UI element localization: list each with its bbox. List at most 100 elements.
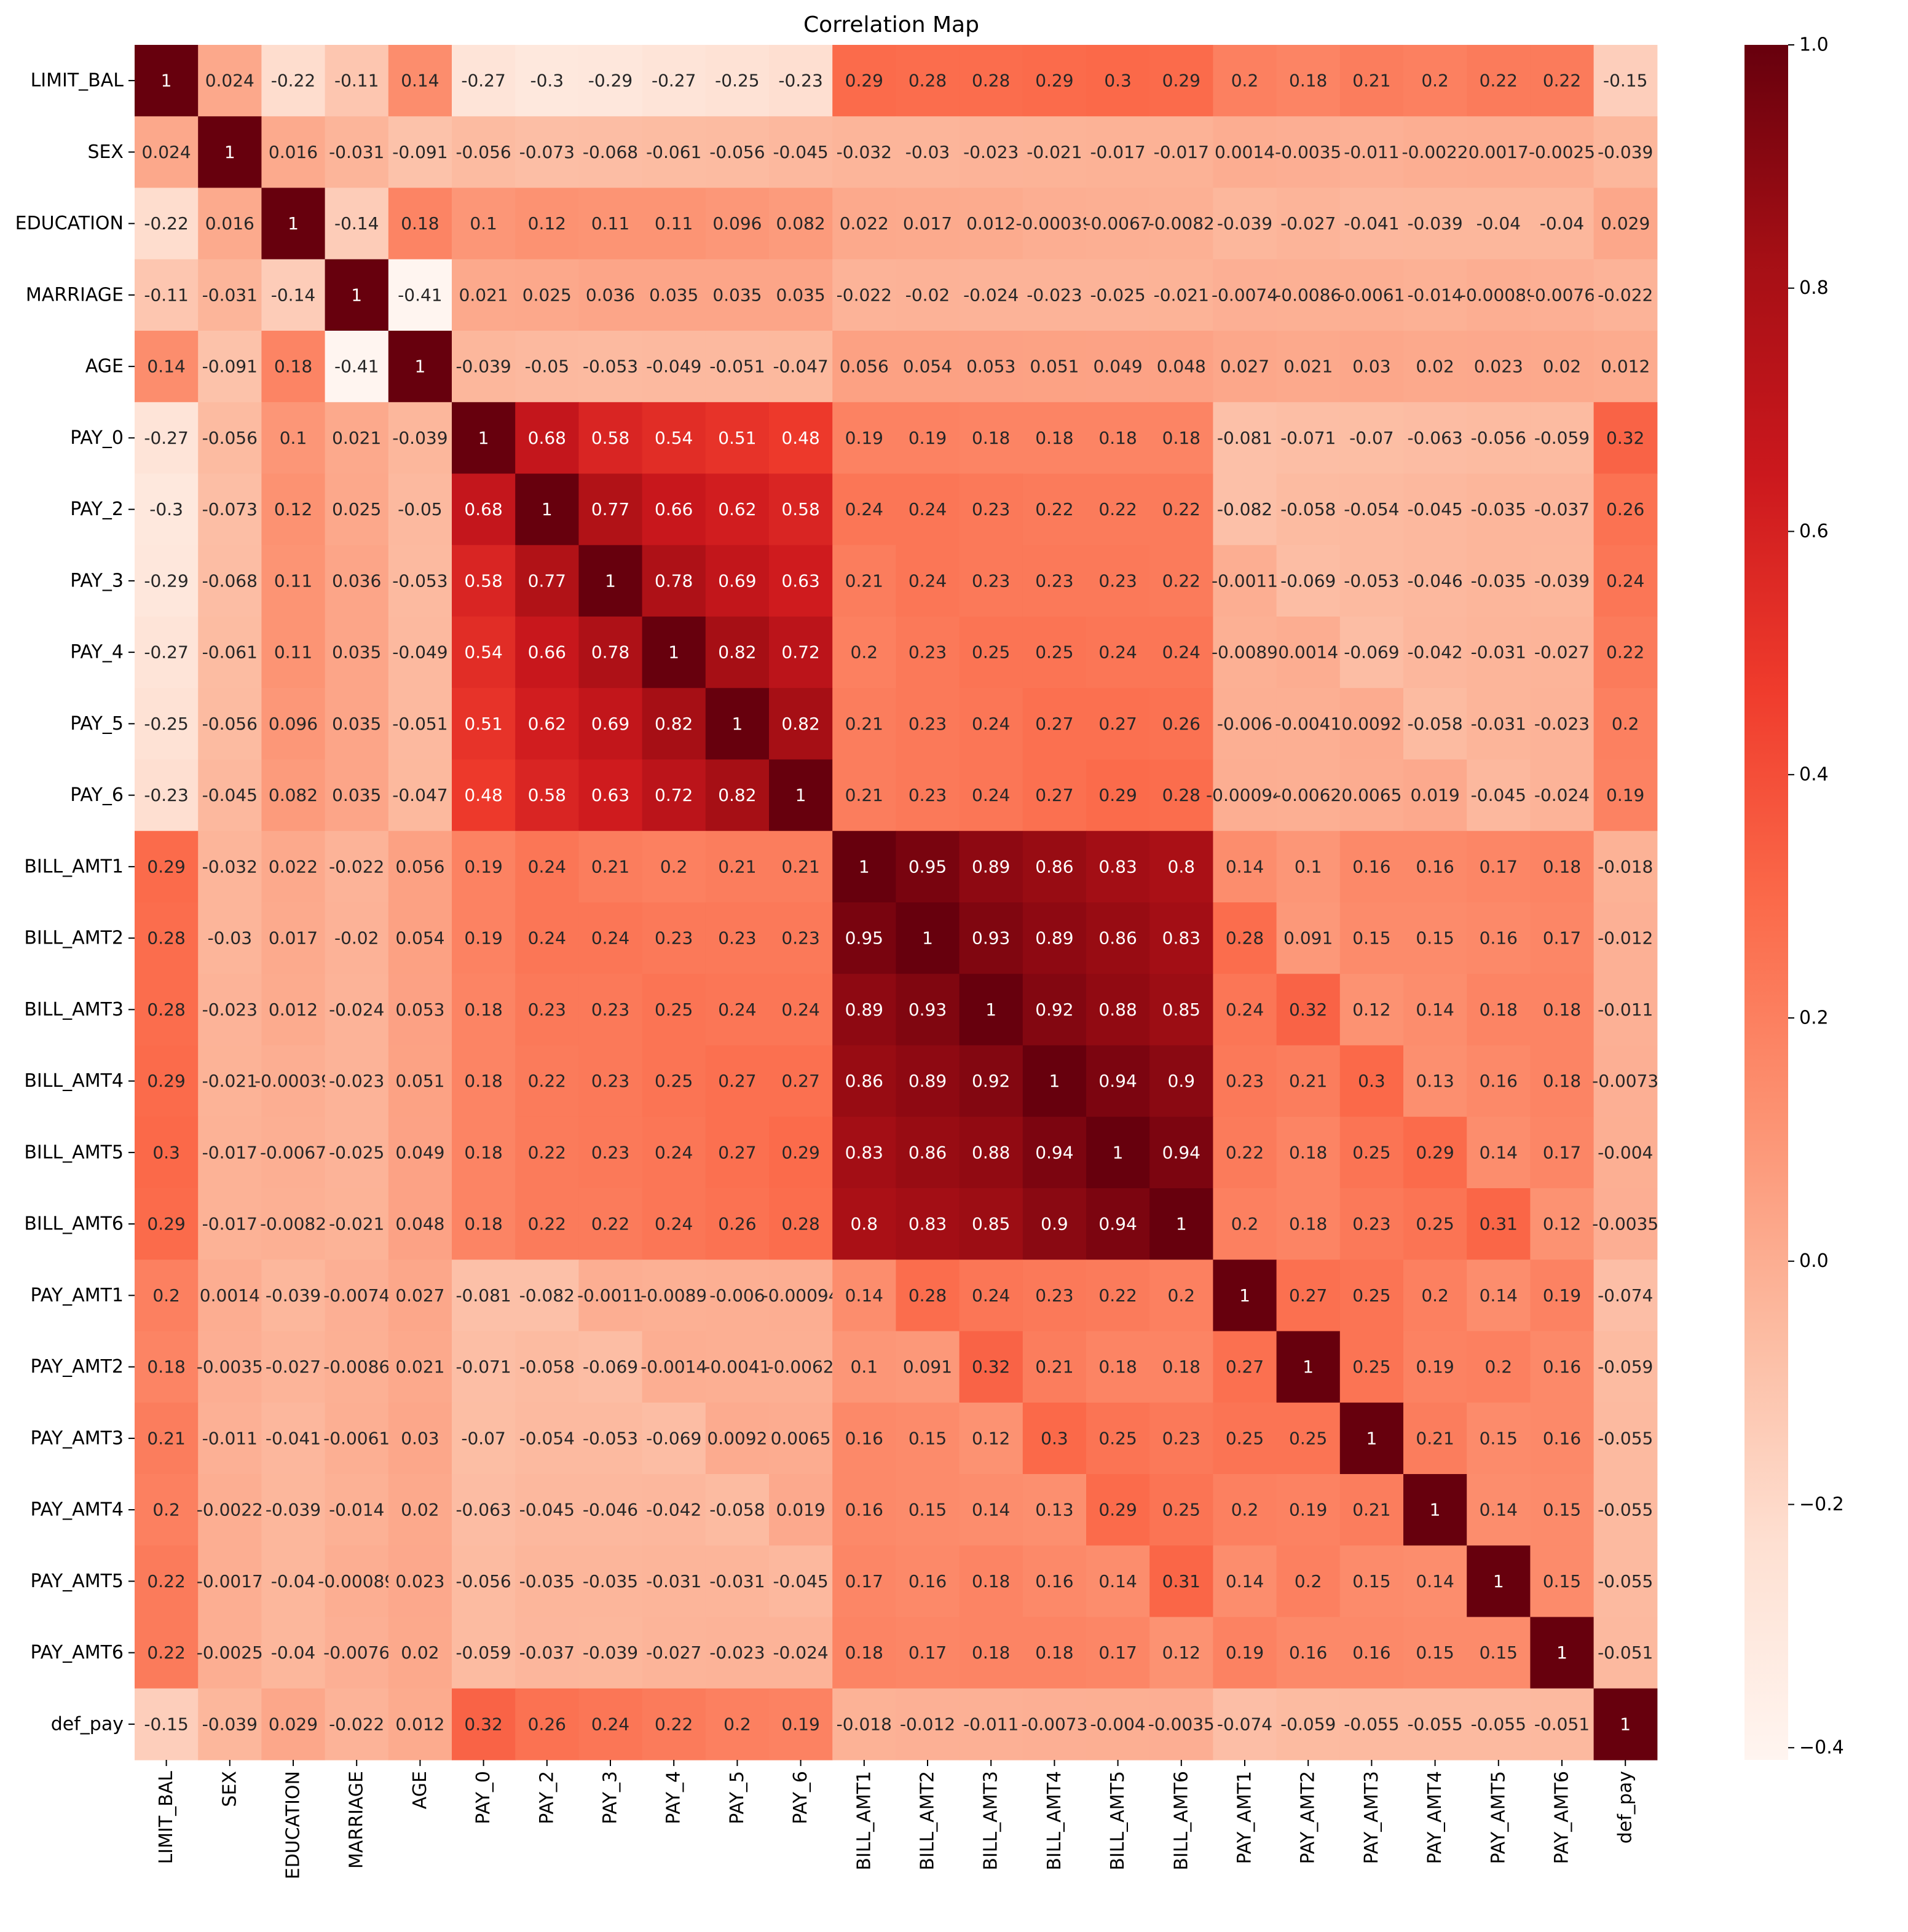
cell-annotation: 0.58 (591, 428, 629, 448)
cell-annotation: 0.23 (972, 499, 1010, 519)
heatmap-cell-BILL_AMT6-PAY_AMT4 (1403, 1188, 1467, 1260)
heatmap-cell-PAY_AMT5-PAY_3 (578, 1545, 643, 1618)
heatmap-cell-PAY_AMT4-PAY_2 (515, 1474, 579, 1546)
heatmap-cell-MARRIAGE-PAY_AMT6 (1530, 259, 1595, 331)
cell-annotation: 0.23 (591, 1071, 629, 1091)
cell-annotation: 0.24 (718, 1000, 756, 1020)
heatmap-cell-BILL_AMT4-PAY_6 (769, 1045, 833, 1118)
cell-annotation: 0.2 (152, 1285, 180, 1306)
cell-annotation: 0.14 (1480, 1500, 1518, 1520)
cell-annotation: 0.21 (1352, 1500, 1390, 1520)
heatmap-cell-PAY_3-LIMIT_BAL (135, 545, 199, 617)
cell-annotation: -0.068 (583, 142, 638, 162)
cell-annotation: -0.11 (334, 71, 379, 91)
heatmap-cell-BILL_AMT1-EDUCATION (261, 830, 326, 903)
heatmap-cell-PAY_AMT1-PAY_5 (705, 1260, 770, 1332)
heatmap-cell-PAY_2-PAY_2 (515, 473, 579, 546)
cell-annotation: 0.22 (147, 1642, 185, 1663)
heatmap-cell-PAY_AMT3-SEX (198, 1402, 262, 1475)
heatmap-cell-BILL_AMT2-BILL_AMT2 (896, 902, 960, 974)
cell-annotation: 0.32 (464, 1714, 502, 1734)
heatmap-cell-BILL_AMT6-PAY_0 (452, 1188, 516, 1260)
heatmap-cell-BILL_AMT3-PAY_0 (452, 974, 516, 1046)
cell-annotation: 0.21 (147, 1428, 185, 1448)
heatmap-cell-PAY_3-PAY_2 (515, 545, 579, 617)
heatmap-cell-PAY_AMT6-PAY_AMT6 (1530, 1617, 1595, 1689)
cell-annotation: -0.039 (455, 357, 511, 377)
y-tick-label-MARRIAGE: MARRIAGE (26, 284, 124, 306)
heatmap-cell-PAY_0-BILL_AMT2 (896, 402, 960, 475)
heatmap-cell-LIMIT_BAL-PAY_0 (452, 45, 516, 117)
heatmap-cell-MARRIAGE-PAY_5 (705, 259, 770, 331)
cell-annotation: 0.21 (845, 714, 883, 734)
cell-annotation: 0.24 (909, 570, 947, 591)
cell-annotation: -0.055 (1471, 1714, 1526, 1734)
heatmap-cell-MARRIAGE-BILL_AMT4 (1022, 259, 1087, 331)
cell-annotation: 0.021 (332, 428, 381, 448)
y-tick-label-PAY_4: PAY_4 (70, 642, 124, 663)
heatmap-cell-AGE-MARRIAGE (325, 331, 389, 403)
heatmap-cell-AGE-PAY_0 (452, 331, 516, 403)
cell-annotation: -0.00094 (762, 1285, 840, 1306)
cell-annotation: -0.023 (963, 142, 1019, 162)
cell-annotation: 0.18 (464, 1214, 502, 1234)
cell-annotation: -0.14 (271, 285, 315, 305)
heatmap-cell-EDUCATION-MARRIAGE (325, 187, 389, 260)
cell-annotation: 0.23 (655, 928, 693, 948)
heatmap-cell-PAY_2-PAY_AMT5 (1467, 473, 1531, 546)
cell-annotation: -0.031 (329, 142, 384, 162)
heatmap-cell-PAY_AMT1-BILL_AMT2 (896, 1260, 960, 1332)
cell-annotation: 0.27 (781, 1071, 819, 1091)
cell-annotation: 0.32 (972, 1357, 1010, 1377)
cell-annotation: -0.051 (1534, 1714, 1590, 1734)
heatmap-cell-PAY_AMT1-PAY_6 (769, 1260, 833, 1332)
cell-annotation: 0.62 (528, 714, 566, 734)
heatmap-cell-PAY_AMT5-MARRIAGE (325, 1545, 389, 1618)
heatmap-cell-PAY_AMT2-PAY_AMT5 (1467, 1331, 1531, 1403)
heatmap-cell-PAY_AMT3-BILL_AMT3 (959, 1402, 1023, 1475)
heatmap-cell-MARRIAGE-PAY_AMT3 (1339, 259, 1404, 331)
heatmap-cell-LIMIT_BAL-PAY_3 (578, 45, 643, 117)
heatmap-cell-PAY_3-SEX (198, 545, 262, 617)
cell-annotation: -0.055 (1598, 1571, 1653, 1591)
cell-annotation: 0.3 (1041, 1428, 1068, 1448)
cell-annotation: -0.017 (202, 1142, 258, 1162)
cell-annotation: 0.22 (655, 1714, 693, 1734)
heatmap-cell-def_pay-EDUCATION (261, 1688, 326, 1760)
cell-annotation: 0.15 (1416, 1642, 1454, 1663)
y-tick-label-LIMIT_BAL: LIMIT_BAL (31, 70, 124, 92)
y-tick-label-PAY_3: PAY_3 (70, 570, 124, 591)
heatmap-cell-BILL_AMT3-LIMIT_BAL (135, 974, 199, 1046)
cell-annotation: -0.0074 (323, 1285, 390, 1306)
heatmap-cell-PAY_AMT3-PAY_AMT1 (1213, 1402, 1277, 1475)
heatmap-cell-PAY_2-PAY_5 (705, 473, 770, 546)
heatmap-cell-BILL_AMT4-PAY_3 (578, 1045, 643, 1118)
cell-annotation: -0.0086 (323, 1357, 390, 1377)
cell-annotation: 0.19 (1543, 1285, 1581, 1306)
cell-annotation: 0.0065 (771, 1428, 831, 1448)
heatmap-cell-BILL_AMT4-BILL_AMT4 (1022, 1045, 1087, 1118)
heatmap-cell-PAY_AMT5-BILL_AMT5 (1086, 1545, 1150, 1618)
cell-annotation: -0.0086 (1275, 285, 1341, 305)
heatmap-cell-PAY_AMT3-PAY_AMT6 (1530, 1402, 1595, 1475)
y-tick-label-PAY_AMT5: PAY_AMT5 (30, 1571, 124, 1592)
cell-annotation: 0.28 (1162, 785, 1200, 805)
heatmap-cell-PAY_6-SEX (198, 759, 262, 832)
cell-annotation: 0.94 (1035, 1142, 1073, 1162)
heatmap-cell-PAY_2-BILL_AMT6 (1149, 473, 1213, 546)
heatmap-cell-BILL_AMT1-PAY_0 (452, 830, 516, 903)
heatmap-cell-PAY_AMT3-PAY_6 (769, 1402, 833, 1475)
heatmap-cell-BILL_AMT4-AGE (388, 1045, 452, 1118)
heatmap-cell-PAY_4-MARRIAGE (325, 617, 389, 688)
heatmap-cell-PAY_AMT6-BILL_AMT2 (896, 1617, 960, 1689)
cell-annotation: -0.017 (202, 1214, 258, 1234)
cell-annotation: 0.14 (1480, 1142, 1518, 1162)
cell-annotation: 0.2 (660, 856, 688, 877)
heatmap-cell-def_pay-SEX (198, 1688, 262, 1760)
heatmap-cell-SEX-MARRIAGE (325, 116, 389, 189)
heatmap-cell-BILL_AMT6-BILL_AMT4 (1022, 1188, 1087, 1260)
heatmap-cell-PAY_4-BILL_AMT6 (1149, 617, 1213, 688)
cell-annotation: -0.071 (1280, 428, 1336, 448)
heatmap-cell-PAY_2-SEX (198, 473, 262, 546)
heatmap-cell-PAY_2-PAY_AMT6 (1530, 473, 1595, 546)
